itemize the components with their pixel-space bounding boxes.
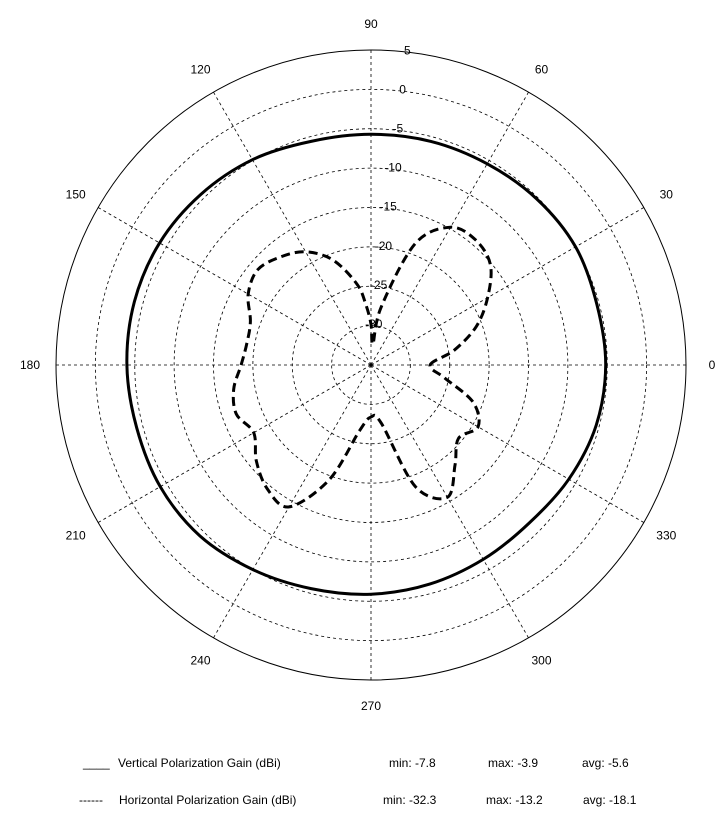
angle-tick-label: 210 bbox=[66, 529, 86, 543]
legend-label-horizontal: Horizontal Polarization Gain (dBi) bbox=[119, 793, 296, 807]
angle-tick-label: 270 bbox=[361, 699, 381, 713]
legend-max-horizontal: max: -13.2 bbox=[486, 793, 543, 807]
angle-tick-label: 120 bbox=[190, 63, 210, 77]
legend-min-horizontal: min: -32.3 bbox=[383, 793, 436, 807]
grid-spoke bbox=[214, 365, 372, 638]
radial-tick-label: -10 bbox=[384, 161, 402, 175]
radial-tick-label: -15 bbox=[380, 200, 398, 214]
angle-tick-label: 150 bbox=[66, 188, 86, 202]
radial-tick-label: 0 bbox=[399, 82, 406, 96]
radial-tick-label: -30 bbox=[365, 317, 383, 331]
legend-row-horizontal: ------ Horizontal Polarization Gain (dBi… bbox=[0, 793, 722, 813]
legend-avg-vertical: avg: -5.6 bbox=[582, 756, 629, 770]
angle-tick-label: 330 bbox=[656, 529, 676, 543]
legend-min-vertical: min: -7.8 bbox=[389, 756, 436, 770]
legend-max-vertical: max: -3.9 bbox=[488, 756, 538, 770]
angle-tick-label: 60 bbox=[535, 63, 549, 77]
angle-tick-label: 0 bbox=[709, 358, 716, 372]
angle-tick-label: 240 bbox=[190, 653, 210, 667]
polar-chart: 5 0 -5 -10 -15 -20 -25 -30 0 30 60 90 120 150 180 210 24… bbox=[0, 0, 722, 740]
legend-line-solid: ____ bbox=[83, 756, 110, 770]
polar-grid bbox=[56, 50, 686, 680]
angle-tick-label: 300 bbox=[531, 653, 551, 667]
legend-avg-horizontal: avg: -18.1 bbox=[583, 793, 636, 807]
radial-tick-label: -20 bbox=[375, 239, 393, 253]
legend-row-vertical: ____ Vertical Polarization Gain (dBi) mi… bbox=[0, 756, 722, 776]
radial-tick-label: 5 bbox=[404, 43, 411, 57]
grid-spoke bbox=[371, 365, 529, 638]
angle-tick-label: 180 bbox=[20, 358, 40, 372]
series-horizontal-line bbox=[233, 227, 491, 507]
legend-line-dashed: ------ bbox=[79, 793, 103, 807]
legend-label-vertical: Vertical Polarization Gain (dBi) bbox=[118, 756, 281, 770]
radial-tick-label: -5 bbox=[392, 122, 403, 136]
radial-tick-label: -25 bbox=[370, 278, 388, 292]
angle-tick-label: 90 bbox=[364, 17, 378, 31]
angle-tick-label: 30 bbox=[660, 188, 674, 202]
grid-spoke bbox=[214, 92, 372, 365]
